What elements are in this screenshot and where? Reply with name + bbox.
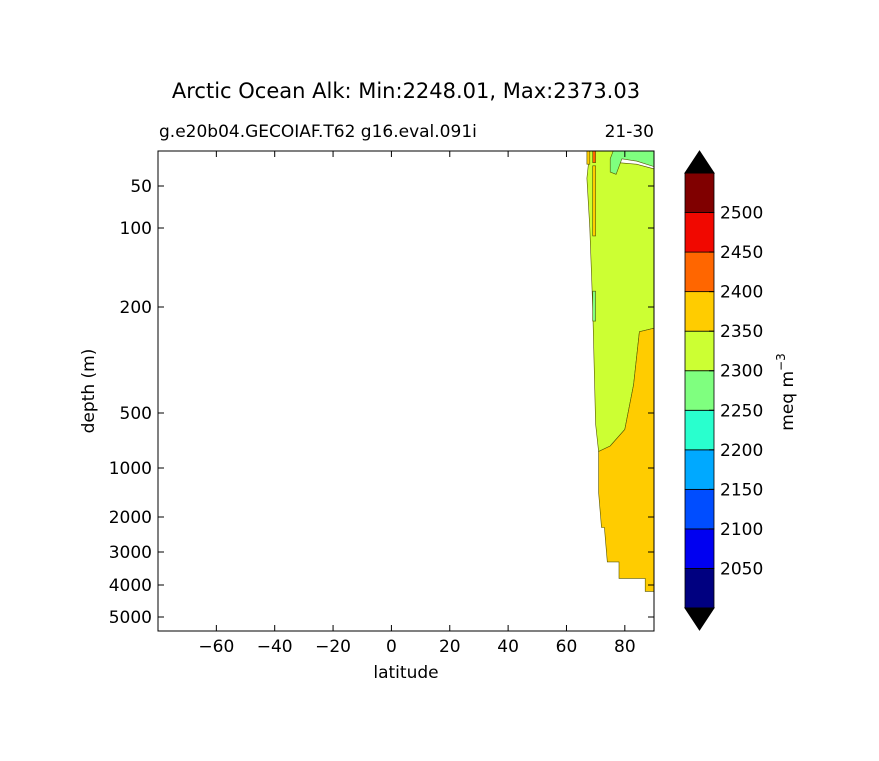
colorbar-segment [684, 449, 715, 490]
colorbar-segment [684, 291, 715, 332]
plot-area: −60 −40 −20 0 20 40 60 80 50 100 200 500 1000 2000 30… [109, 150, 655, 657]
colorbar-tick-label: 2150 [720, 480, 763, 500]
contour-region-6 [592, 290, 596, 322]
chart-subtitle-left: g.e20b04.GECOIAF.T62 g16.eval.091i [159, 122, 477, 142]
contour-regions [586, 150, 655, 592]
colorbar: 2050 2100 2150 2200 2250 2300 2350 2400 2450 2500… [684, 150, 798, 631]
colorbar-tick-label: 2250 [720, 401, 763, 421]
colorbar-segment [684, 488, 715, 530]
x-tick-label: 60 [556, 637, 578, 657]
colorbar-segment [684, 370, 715, 411]
y-tick-label: 200 [120, 298, 152, 318]
y-tick-label: 4000 [109, 576, 152, 596]
colorbar-tick-label: 2450 [720, 243, 763, 263]
y-tick-label: 2000 [109, 508, 152, 528]
plot-background [158, 151, 654, 631]
colorbar-tick-label: 2400 [720, 283, 763, 303]
x-axis-label: latitude [373, 663, 438, 683]
colorbar-tick-label: 2200 [720, 441, 763, 461]
contour-region-3 [586, 150, 591, 165]
colorbar-ticks: 2050 2100 2150 2200 2250 2300 2350 2400 2450 2500 [709, 204, 763, 579]
y-tick-label: 500 [120, 404, 152, 424]
colorbar-extend-max [684, 150, 715, 174]
colorbar-label: meq m−3 [774, 353, 798, 430]
y-axis-label: depth (m) [79, 349, 99, 434]
y-tick-label: 1000 [109, 459, 152, 479]
y-tick-label: 5000 [109, 608, 152, 628]
chart-subtitle-right: 21-30 [605, 122, 654, 142]
colorbar-segment [684, 330, 715, 372]
y-tick-label: 50 [130, 177, 152, 197]
colorbar-tick-label: 2050 [720, 559, 763, 579]
colorbar-label-exponent: −3 [774, 353, 788, 371]
contour-region-4 [592, 165, 596, 237]
colorbar-tick-label: 2350 [720, 322, 763, 342]
x-axis-ticks: −60 −40 −20 0 20 40 60 80 [198, 151, 636, 657]
colorbar-tick-label: 2300 [720, 362, 763, 382]
colorbar-segment [684, 172, 715, 213]
colorbar-segment [684, 251, 715, 293]
y-tick-label: 3000 [109, 543, 152, 563]
x-tick-label: −60 [198, 637, 234, 657]
x-tick-label: 20 [439, 637, 461, 657]
y-tick-label: 100 [120, 219, 152, 239]
x-tick-label: −40 [257, 637, 293, 657]
x-tick-label: 40 [497, 637, 519, 657]
x-tick-label: 80 [614, 637, 636, 657]
chart-title: Arctic Ocean Alk: Min:2248.01, Max:2373.… [172, 79, 640, 103]
colorbar-segment [684, 568, 715, 609]
contour-region-5 [592, 150, 596, 163]
x-tick-label: −20 [315, 637, 351, 657]
colorbar-segment [684, 212, 715, 253]
colorbar-label-unit: meq m [778, 371, 798, 431]
contour-region-2 [598, 327, 655, 592]
colorbar-tick-label: 2100 [720, 520, 763, 540]
x-tick-label: 0 [386, 637, 397, 657]
colorbar-tick-label: 2500 [720, 204, 763, 224]
colorbar-segment [684, 528, 715, 569]
colorbar-segments [684, 150, 715, 631]
plot-frame [157, 150, 655, 632]
y-axis-ticks: 50 100 200 500 1000 2000 3000 4000 5000 [109, 177, 654, 628]
colorbar-extend-min [684, 607, 715, 631]
colorbar-segment [684, 409, 715, 451]
